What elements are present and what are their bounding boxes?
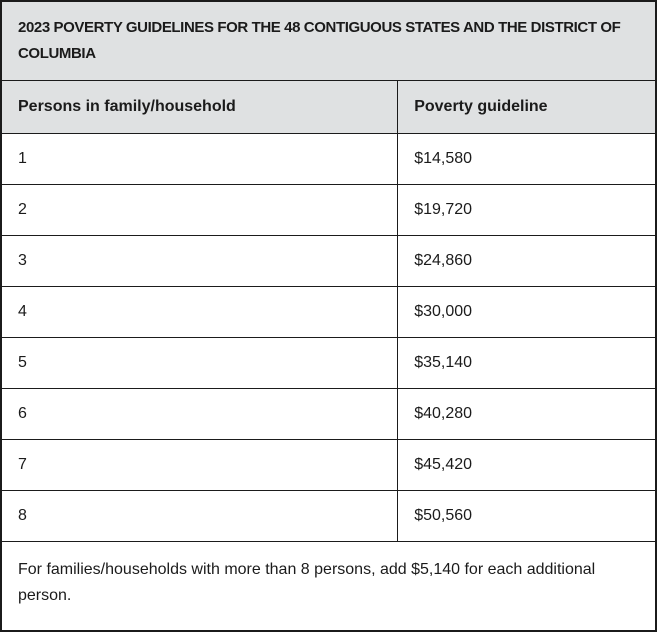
table-footnote: For families/households with more than 8…: [2, 541, 655, 624]
table-row: 4 $30,000: [2, 286, 655, 338]
table-row: 2 $19,720: [2, 184, 655, 236]
persons-cell: 8: [2, 490, 398, 542]
guideline-cell: $35,140: [397, 337, 655, 389]
table-footnote-row: For families/households with more than 8…: [2, 541, 655, 624]
guidelines-table: Persons in family/household Poverty guid…: [2, 81, 655, 624]
guideline-cell: $45,420: [397, 439, 655, 491]
column-header-persons: Persons in family/household: [2, 81, 398, 134]
header-row: Persons in family/household Poverty guid…: [2, 81, 655, 134]
guideline-cell: $24,860: [397, 235, 655, 287]
guideline-cell: $40,280: [397, 388, 655, 440]
persons-cell: 1: [2, 133, 398, 185]
table-row: 6 $40,280: [2, 388, 655, 440]
guideline-cell: $30,000: [397, 286, 655, 338]
persons-cell: 6: [2, 388, 398, 440]
persons-cell: 2: [2, 184, 398, 236]
guideline-cell: $19,720: [397, 184, 655, 236]
persons-cell: 4: [2, 286, 398, 338]
guideline-cell: $14,580: [397, 133, 655, 185]
persons-cell: 3: [2, 235, 398, 287]
table-row: 3 $24,860: [2, 235, 655, 287]
persons-cell: 7: [2, 439, 398, 491]
table-row: 1 $14,580: [2, 133, 655, 185]
table-title: 2023 POVERTY GUIDELINES FOR THE 48 CONTI…: [2, 2, 655, 81]
table-row: 5 $35,140: [2, 337, 655, 389]
persons-cell: 5: [2, 337, 398, 389]
table-row: 7 $45,420: [2, 439, 655, 491]
column-header-guideline: Poverty guideline: [397, 81, 655, 134]
guideline-cell: $50,560: [397, 490, 655, 542]
table-row: 8 $50,560: [2, 490, 655, 542]
